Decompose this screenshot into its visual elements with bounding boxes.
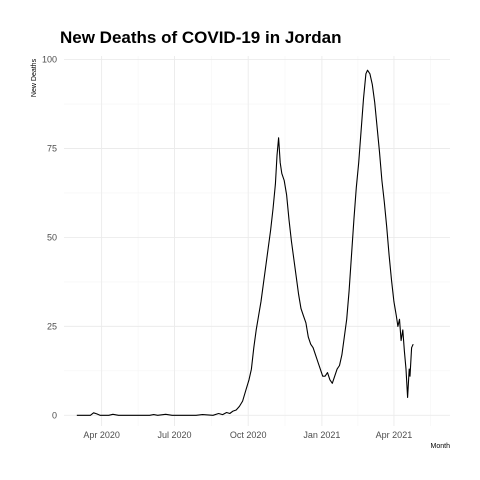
- y-axis-ticks: 0 25 50 75 100: [42, 55, 57, 421]
- y-tick-label: 75: [47, 144, 57, 154]
- y-tick-label: 0: [52, 410, 57, 420]
- x-tick-label: Oct 2020: [230, 430, 267, 440]
- y-axis-label: New Deaths: [31, 58, 38, 97]
- series-group: [76, 69, 414, 416]
- x-axis-ticks: Apr 2020 Jul 2020 Oct 2020 Jan 2021 Apr 2021: [83, 430, 412, 440]
- chart-title: New Deaths of COVID-19 in Jordan: [60, 28, 342, 47]
- x-tick-label: Apr 2021: [376, 430, 413, 440]
- x-tick-label: Apr 2020: [83, 430, 120, 440]
- y-tick-label: 50: [47, 232, 57, 242]
- x-axis-label: Month: [431, 443, 451, 450]
- y-tick-label: 25: [47, 321, 57, 331]
- x-tick-label: Jul 2020: [157, 430, 191, 440]
- y-tick-label: 100: [42, 55, 57, 65]
- plot-grid: [64, 56, 450, 426]
- series-line: [76, 69, 414, 416]
- x-tick-label: Jan 2021: [303, 430, 340, 440]
